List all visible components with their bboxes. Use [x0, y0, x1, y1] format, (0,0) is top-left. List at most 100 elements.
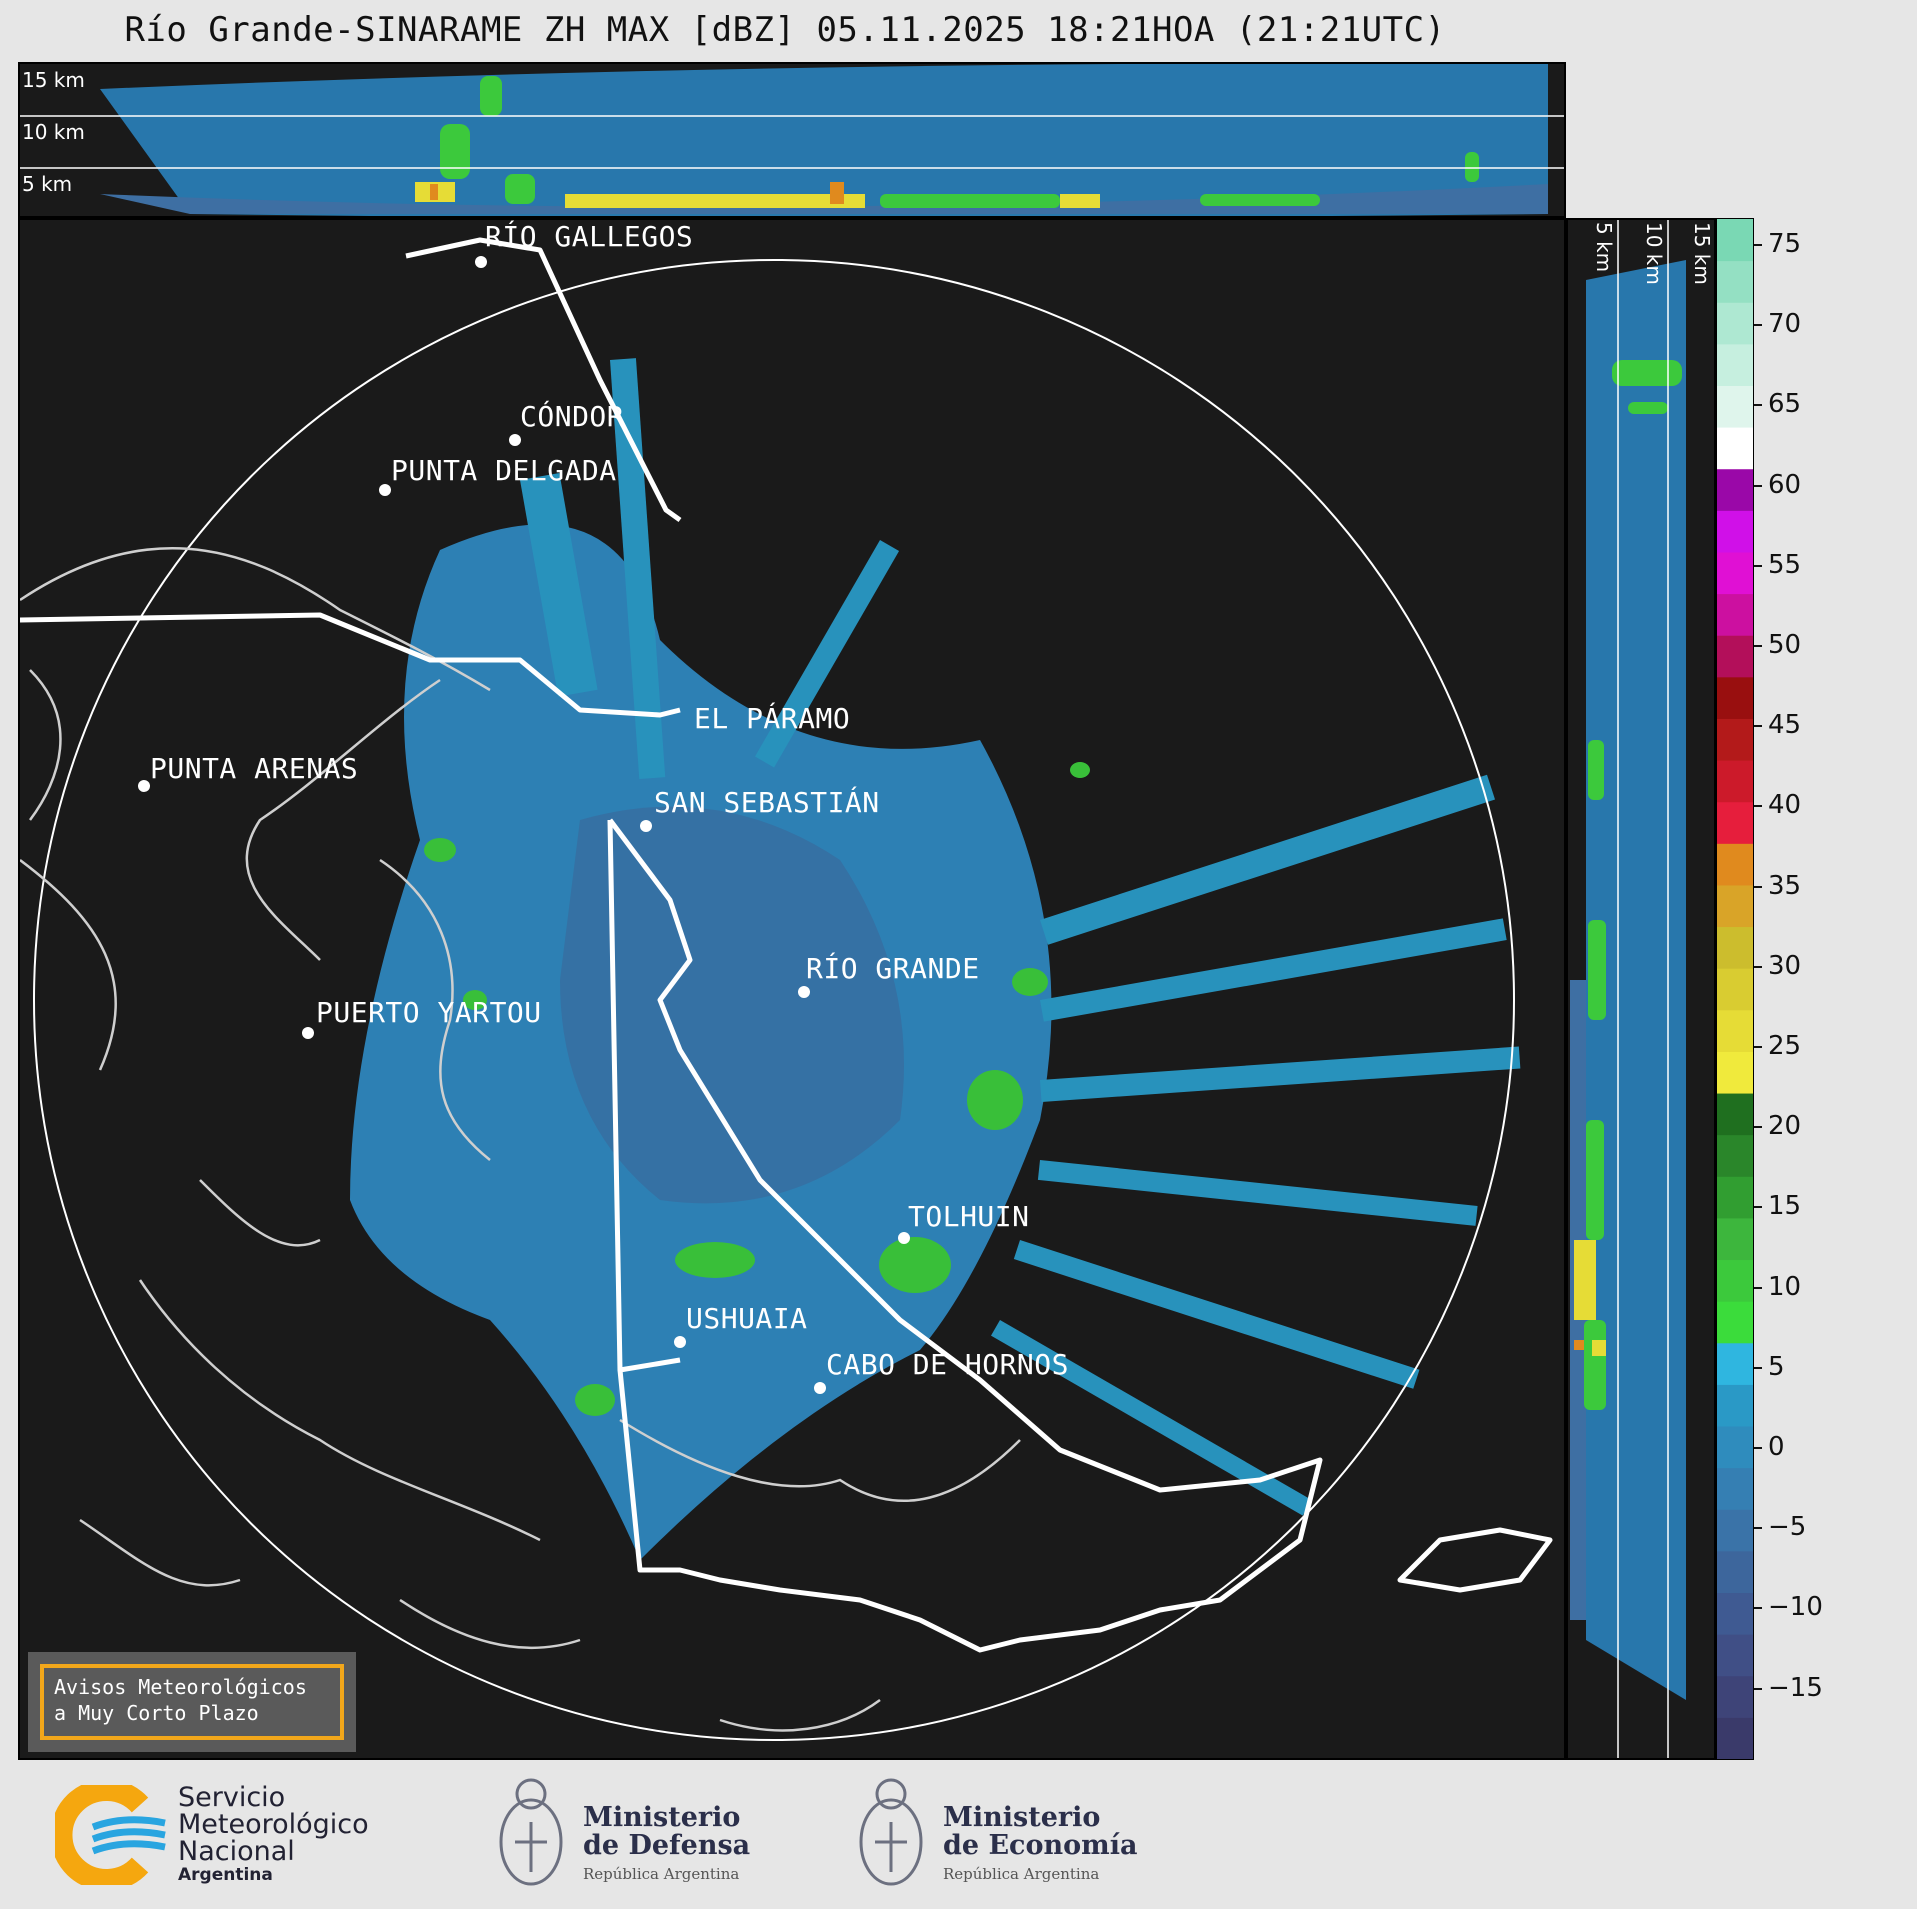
colorbar-tick-mark [1754, 1046, 1762, 1048]
height-label-5km-vertical: 5 km [1592, 222, 1616, 273]
colorbar-segment [1717, 1634, 1753, 1677]
avisos-frame: Avisos Meteorológicos a Muy Corto Plazo [40, 1664, 344, 1740]
colorbar-tick-mark [1754, 1527, 1762, 1530]
avisos-line-1: Avisos Meteorológicos [54, 1675, 307, 1699]
colorbar-tick-mark [1754, 725, 1762, 728]
colorbar-tick-label: 40 [1768, 790, 1802, 821]
defensa-line-1: Ministerio [583, 1802, 741, 1833]
height-label-10km: 10 km [22, 120, 85, 144]
colorbar-tick-label: −10 [1768, 1592, 1823, 1623]
city-label-puerto-yartou: PUERTO YARTOU [316, 996, 542, 1029]
colorbar-tick-mark [1754, 1607, 1762, 1610]
city-label-rio-gallegos: RÍO GALLEGOS [485, 220, 694, 253]
colorbar-tick-mark [1754, 1447, 1762, 1449]
colorbar-tick-mark [1754, 805, 1762, 808]
colorbar-tick-label: 65 [1768, 389, 1802, 420]
colorbar-segment [1717, 676, 1753, 719]
smn-line-3: Nacional [178, 1836, 295, 1867]
colorbar-segment [1717, 385, 1753, 428]
city-label-punta-arenas: PUNTA ARENAS [150, 752, 359, 785]
colorbar-tick-label: −15 [1768, 1672, 1823, 1703]
colorbar-tick-label: 0 [1768, 1432, 1785, 1462]
colorbar-segment [1717, 302, 1753, 345]
colorbar [1716, 218, 1754, 1760]
colorbar-segment [1717, 1426, 1753, 1469]
colorbar-tick-mark [1754, 324, 1762, 327]
height-label-10km-vertical: 10 km [1642, 222, 1666, 285]
colorbar-tick-mark [1754, 1126, 1762, 1129]
chart-title: Río Grande-SINARAME ZH MAX [dBZ] 05.11.2… [124, 10, 1446, 50]
colorbar-segment [1717, 551, 1753, 595]
colorbar-tick-mark [1754, 564, 1762, 567]
colorbar-tick-label: −5 [1768, 1512, 1807, 1543]
economia-seal-icon [855, 1772, 927, 1897]
colorbar-segment [1717, 1259, 1753, 1302]
defensa-line-2: de Defensa [583, 1830, 751, 1861]
colorbar-segment [1717, 260, 1753, 303]
colorbar-segment [1717, 926, 1753, 969]
colorbar-segment [1717, 343, 1753, 386]
colorbar-tick-mark [1754, 404, 1762, 407]
city-dot [898, 1232, 910, 1244]
colorbar-tick-mark [1754, 1206, 1762, 1209]
economia-line-3: República Argentina [943, 1865, 1100, 1883]
colorbar-segment [1717, 427, 1753, 470]
colorbar-segment [1717, 1051, 1753, 1094]
defensa-text: Ministerio de Defensa República Argentin… [583, 1804, 750, 1888]
city-dot [379, 484, 391, 496]
colorbar-segment [1717, 884, 1753, 928]
top-cross-section-panel: 15 km 10 km 5 km [18, 62, 1566, 218]
city-dot [302, 1027, 314, 1039]
colorbar-segment [1717, 635, 1753, 678]
colorbar-tick-label: 10 [1768, 1271, 1802, 1302]
colorbar-tick-label: 70 [1768, 309, 1802, 340]
colorbar-segment [1717, 510, 1753, 553]
city-dot [814, 1382, 826, 1394]
colorbar-segment [1717, 760, 1753, 803]
colorbar-tick-label: 55 [1768, 549, 1802, 580]
radar-range-ring [33, 259, 1515, 1741]
colorbar-segment [1717, 1301, 1753, 1344]
economia-line-1: Ministerio [943, 1802, 1101, 1833]
coastlines [20, 546, 1021, 1732]
colorbar-segment [1717, 593, 1753, 636]
city-label-condor: CÓNDOR [520, 400, 625, 433]
city-dot [475, 256, 487, 268]
smn-logo [55, 1785, 175, 1885]
height-label-5km: 5 km [22, 172, 73, 196]
colorbar-segment [1717, 219, 1753, 262]
colorbar-segment [1717, 1093, 1753, 1136]
avisos-legend-box: Avisos Meteorológicos a Muy Corto Plazo [28, 1652, 356, 1752]
colorbar-tick-mark [1754, 1366, 1762, 1369]
smn-line-4: Argentina [178, 1865, 273, 1885]
top-cross-section-plot [20, 64, 1564, 216]
smn-line-2: Meteorológico [178, 1809, 369, 1840]
colorbar-segment [1717, 801, 1753, 844]
colorbar-segment [1717, 1009, 1753, 1052]
city-dot [138, 780, 150, 792]
city-dot [509, 434, 521, 446]
city-label-san-sebastian: SAN SEBASTIÁN [654, 786, 880, 819]
colorbar-tick-label: 30 [1768, 950, 1802, 981]
city-dot [640, 820, 652, 832]
colorbar-gradient [1717, 219, 1753, 1759]
colorbar-segment [1717, 1550, 1753, 1594]
economia-line-2: de Economía [943, 1830, 1138, 1861]
height-label-15km: 15 km [22, 68, 85, 92]
colorbar-tick-label: 25 [1768, 1031, 1802, 1061]
radar-map [20, 237, 1553, 1741]
smn-logo-text: Servicio Meteorológico Nacional Argentin… [178, 1784, 369, 1885]
colorbar-segment [1717, 718, 1753, 761]
height-label-15km-vertical: 15 km [1690, 222, 1714, 285]
defensa-seal-icon [495, 1772, 567, 1897]
city-label-cabo-de-hornos: CABO DE HORNOS [826, 1348, 1070, 1381]
colorbar-segment [1717, 968, 1753, 1011]
colorbar-tick-label: 50 [1768, 630, 1802, 660]
colorbar-segment [1717, 1467, 1753, 1510]
colorbar-segment [1717, 1509, 1753, 1552]
smn-logo-icon [55, 1785, 166, 1885]
city-dot [674, 1336, 686, 1348]
colorbar-tick-mark [1754, 1687, 1762, 1690]
city-label-el-paramo: EL PÁRAMO [694, 702, 851, 735]
side-cross-section-panel: 5 km 10 km 15 km [1566, 218, 1716, 1760]
